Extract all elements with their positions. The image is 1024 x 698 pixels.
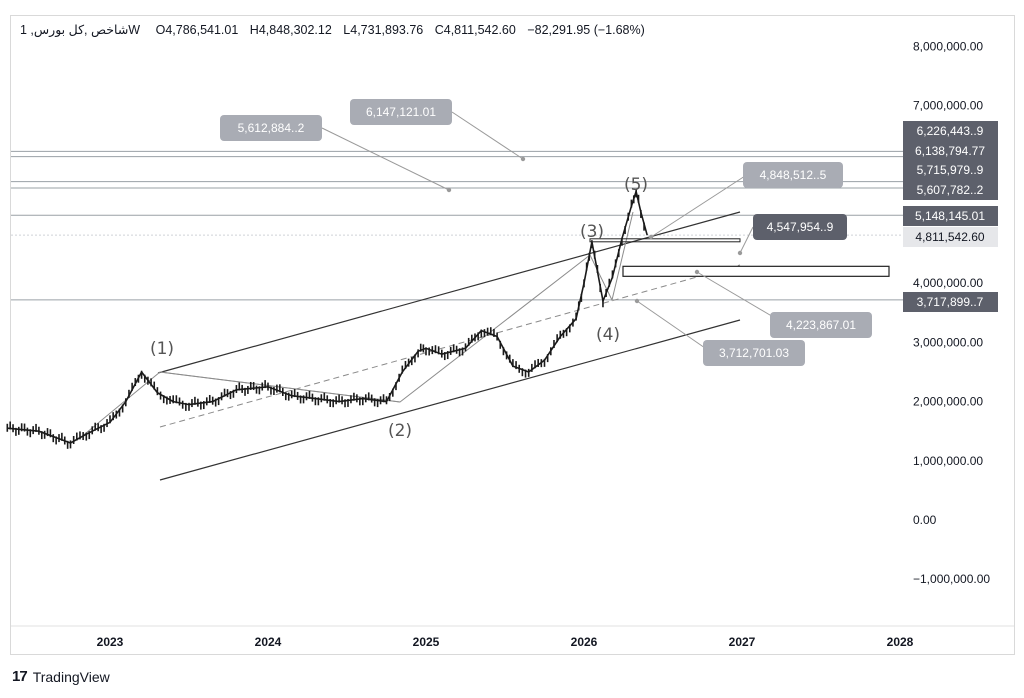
callout-anchor bbox=[648, 234, 654, 240]
callouts: 5,612,884..2 6,147,121.01 4,848,512..5 4,54… bbox=[220, 99, 872, 366]
tradingview-brand[interactable]: 17 TradingView bbox=[12, 668, 110, 685]
wave-label: (3) bbox=[580, 222, 604, 242]
price-tag-label: 3,717,899..7 bbox=[917, 295, 984, 309]
price-tag-label: 5,715,979..9 bbox=[917, 163, 984, 177]
price-tag-box bbox=[903, 141, 998, 161]
callout-anchor bbox=[634, 298, 640, 304]
callout-label: 3,712,701.03 bbox=[719, 346, 789, 360]
price-tag-box bbox=[903, 206, 998, 226]
target-zone bbox=[622, 265, 890, 277]
callout-connector bbox=[451, 111, 524, 160]
callout-label: 4,223,867.01 bbox=[786, 318, 856, 332]
callout-anchor bbox=[520, 156, 526, 162]
ohlc-legend: شاخص ,کل بورس, 1W O4,786,541.01 H4,848,3… bbox=[20, 22, 653, 37]
callout-connector bbox=[739, 226, 754, 254]
y-tick-label: 7,000,000.00 bbox=[913, 99, 983, 113]
change-value: −82,291.95 (−1.68%) bbox=[527, 23, 645, 37]
wave-label: (2) bbox=[388, 421, 412, 441]
y-tick-label: 3,000,000.00 bbox=[913, 335, 983, 349]
brand-name: TradingView bbox=[32, 668, 110, 685]
y-axis: 8,000,000.00 7,000,000.00 4,000,000.00 3,00… bbox=[913, 39, 990, 586]
channel-lower-line bbox=[159, 319, 741, 481]
symbol-label[interactable]: شاخص ,کل بورس, 1W bbox=[20, 23, 141, 37]
callout-box bbox=[350, 99, 452, 125]
x-tick-label: 2023 bbox=[97, 635, 124, 649]
callout-label: 4,547,954..9 bbox=[767, 220, 834, 234]
price-tag-box bbox=[903, 227, 998, 247]
price-tags: 6,226,443..9 6,138,794.77 5,715,979..9 5,60… bbox=[903, 121, 998, 312]
callout-anchor bbox=[737, 250, 743, 256]
high-value: H4,848,302.12 bbox=[249, 23, 332, 37]
channel-median-line bbox=[159, 264, 741, 428]
y-tick-label: 8,000,000.00 bbox=[913, 39, 983, 53]
price-tag-label: 5,148,145.01 bbox=[915, 209, 985, 223]
wave-label: (5) bbox=[624, 175, 648, 195]
x-tick-label: 2027 bbox=[729, 635, 756, 649]
rect-zones bbox=[589, 238, 890, 277]
close-value: C4,811,542.60 bbox=[434, 23, 516, 37]
y-tick-label: 4,000,000.00 bbox=[913, 276, 983, 290]
price-tag-box bbox=[903, 292, 998, 312]
price-tag-box bbox=[903, 180, 998, 200]
price-tag-box bbox=[903, 121, 998, 141]
callout-box bbox=[703, 340, 805, 366]
callout-connector bbox=[696, 271, 776, 319]
callout-connector bbox=[321, 127, 450, 191]
wave-label: (1) bbox=[150, 339, 174, 359]
wave-label: (4) bbox=[596, 325, 620, 345]
callout-label: 4,848,512..5 bbox=[760, 168, 827, 182]
x-axis: 2023 2024 2025 2026 2027 2028 bbox=[11, 625, 1014, 649]
callout-box bbox=[743, 162, 843, 188]
x-tick-label: 2028 bbox=[887, 635, 914, 649]
wave-labels: (1) (2) (3) (4) (5) bbox=[150, 175, 648, 441]
y-tick-label: 1,000,000.00 bbox=[913, 454, 983, 468]
callout-box bbox=[753, 214, 847, 240]
price-tag-label: 6,138,794.77 bbox=[915, 144, 985, 158]
callout-connector bbox=[636, 300, 706, 349]
resistance-zone bbox=[589, 238, 741, 243]
callout-anchor bbox=[694, 269, 700, 275]
x-tick-label: 2025 bbox=[413, 635, 440, 649]
callout-connectors bbox=[321, 111, 776, 349]
callout-box bbox=[770, 312, 872, 338]
price-series bbox=[6, 188, 648, 449]
price-tag-label: 5,607,782..2 bbox=[917, 183, 984, 197]
y-tick-label: 2,000,000.00 bbox=[913, 395, 983, 409]
low-value: L4,731,893.76 bbox=[343, 23, 424, 37]
callout-box bbox=[220, 115, 322, 141]
y-tick-label: 0.00 bbox=[913, 513, 937, 527]
callout-anchor bbox=[446, 187, 452, 193]
price-tag-label: 4,811,542.60 bbox=[915, 230, 985, 244]
y-tick-label: −1,000,000.00 bbox=[913, 572, 990, 586]
wave-path bbox=[79, 211, 634, 439]
callout-label: 5,612,884..2 bbox=[238, 121, 305, 135]
elliott-wave-line bbox=[79, 211, 634, 439]
callout-connector bbox=[650, 175, 746, 238]
channel-lines bbox=[157, 211, 741, 481]
price-line bbox=[7, 188, 648, 444]
open-value: O4,786,541.01 bbox=[155, 23, 239, 37]
tradingview-logo-icon: 17 bbox=[12, 668, 28, 685]
x-tick-label: 2026 bbox=[571, 635, 598, 649]
price-tag-box bbox=[903, 160, 998, 180]
x-tick-label: 2024 bbox=[255, 635, 282, 649]
chart-frame[interactable] bbox=[10, 15, 1015, 655]
callout-label: 6,147,121.01 bbox=[366, 105, 436, 119]
price-tag-label: 6,226,443..9 bbox=[917, 124, 984, 138]
